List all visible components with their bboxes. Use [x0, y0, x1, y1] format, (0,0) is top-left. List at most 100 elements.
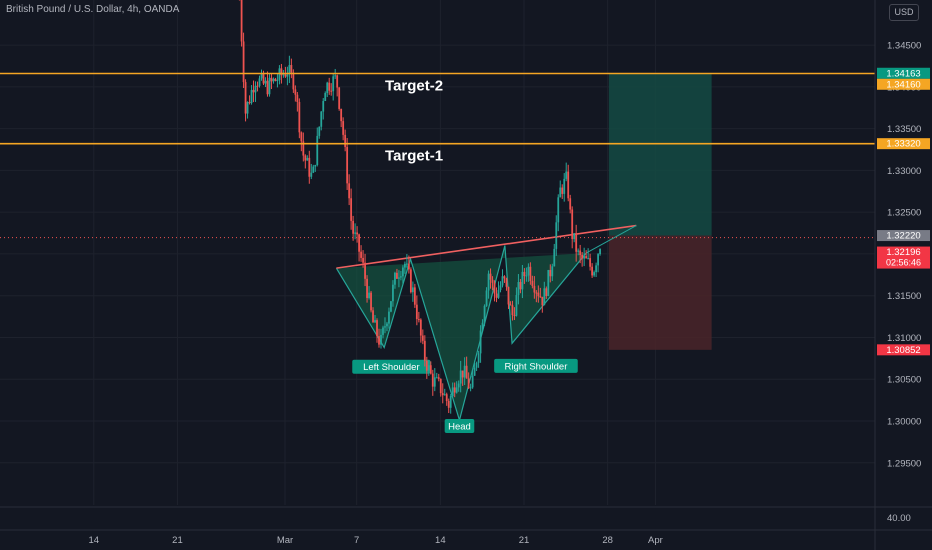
- candle-body: [525, 275, 528, 277]
- candle-body: [477, 353, 480, 363]
- candle-body: [563, 178, 566, 194]
- candle-body: [517, 282, 520, 296]
- candle-body: [433, 377, 436, 387]
- candle-body: [320, 111, 323, 127]
- head-shoulders-pattern[interactable]: Left Shoulder Head Right Shoulder: [335, 224, 637, 434]
- price-label: 1.30852: [886, 345, 920, 356]
- candle-body: [415, 304, 418, 320]
- candle-body: [437, 377, 440, 379]
- candle-body: [388, 311, 390, 324]
- candle-body: [575, 233, 578, 252]
- candle-body: [394, 272, 396, 285]
- currency-button[interactable]: USD: [889, 4, 919, 21]
- symbol-title: British Pound / U.S. Dollar, 4h, OANDA: [6, 4, 180, 15]
- candle-body: [599, 248, 601, 255]
- price-axis[interactable]: 1.345001.340001.335001.330001.325001.320…: [874, 0, 932, 550]
- price-label-badge[interactable]: [877, 344, 930, 356]
- candle-body: [409, 269, 412, 293]
- target-lines[interactable]: Target-2 Target-1: [0, 72, 875, 239]
- price-label: 1.32196: [886, 247, 920, 258]
- candle-body: [338, 87, 341, 109]
- candle-body: [248, 102, 251, 104]
- candle-body: [344, 134, 347, 148]
- candle-body: [461, 370, 464, 378]
- candle-body: [246, 102, 249, 114]
- candle-body: [240, 0, 243, 42]
- candle-body: [445, 394, 448, 401]
- candle-body: [312, 166, 315, 173]
- candle-body: [304, 155, 307, 161]
- time-tick-label: 21: [519, 535, 530, 546]
- candle-body: [280, 68, 283, 76]
- candle-body: [511, 305, 514, 316]
- candle-body: [324, 92, 327, 102]
- trade-position-zones[interactable]: [608, 73, 712, 350]
- candle-body: [403, 263, 406, 268]
- candle-body: [258, 78, 261, 86]
- price-tick-label: 1.34500: [887, 41, 921, 52]
- price-label-badge[interactable]: [877, 78, 930, 90]
- neckline[interactable]: [336, 224, 637, 269]
- candle-body: [493, 282, 496, 294]
- right-shoulder-label-badge[interactable]: [494, 358, 578, 373]
- price-label-badge[interactable]: [877, 67, 930, 79]
- left-shoulder-label-badge[interactable]: [352, 359, 431, 374]
- candle-body: [252, 89, 255, 93]
- candle-body: [314, 165, 317, 167]
- price-tick-label: 1.31000: [887, 333, 921, 344]
- price-tick-label: 1.29500: [887, 458, 921, 469]
- candle-body: [358, 234, 360, 252]
- candle-body: [475, 362, 478, 368]
- candle-body: [308, 157, 311, 177]
- candle-body: [300, 132, 303, 142]
- candle-body: [326, 82, 329, 93]
- candle-body: [577, 250, 580, 252]
- price-label: 1.33320: [886, 139, 920, 150]
- candle-body: [559, 187, 562, 198]
- candle-body: [290, 65, 293, 73]
- price-label-badge[interactable]: [877, 246, 930, 269]
- candle-body: [396, 272, 398, 279]
- time-axis[interactable]: 14 21 Mar 7 14 21 28 Apr: [0, 529, 932, 546]
- price-label-badge[interactable]: [877, 230, 930, 242]
- candle-body: [501, 276, 504, 286]
- candle-body: [451, 387, 454, 397]
- candle-body: [400, 276, 402, 278]
- candle-body: [254, 85, 257, 93]
- time-tick-label: Mar: [277, 535, 293, 546]
- price-tick-label: 1.30000: [887, 416, 921, 427]
- candle-body: [587, 258, 590, 260]
- candle-body: [332, 76, 335, 92]
- candle-body: [413, 287, 416, 305]
- candle-body: [330, 90, 333, 92]
- candlestick-series: [238, 0, 601, 414]
- candle-body: [378, 336, 380, 345]
- candle-body: [274, 78, 277, 81]
- candle-body: [380, 334, 382, 345]
- candle-body: [260, 74, 263, 79]
- loss-zone[interactable]: [608, 235, 712, 350]
- candle-body: [346, 147, 349, 184]
- candle-body: [521, 271, 524, 290]
- candle-body: [481, 322, 484, 331]
- head-label-badge[interactable]: [444, 419, 475, 434]
- countdown-label: 02:56:46: [886, 258, 921, 268]
- candle-body: [513, 315, 516, 317]
- candle-body: [407, 263, 410, 270]
- candle-body: [386, 323, 388, 327]
- pattern-extension: [585, 225, 637, 254]
- candle-body: [467, 378, 470, 389]
- candle-body: [364, 262, 366, 279]
- price-label-badge[interactable]: [877, 138, 930, 150]
- profit-zone[interactable]: [608, 73, 712, 236]
- time-tick-label: 21: [172, 535, 183, 546]
- candle-body: [491, 279, 494, 283]
- candle-body: [298, 102, 301, 133]
- candle-body: [270, 77, 273, 82]
- candle-body: [340, 108, 343, 122]
- candle-body: [368, 292, 370, 298]
- candle-body: [591, 266, 594, 276]
- candle-body: [288, 65, 291, 75]
- candle-body: [390, 301, 392, 312]
